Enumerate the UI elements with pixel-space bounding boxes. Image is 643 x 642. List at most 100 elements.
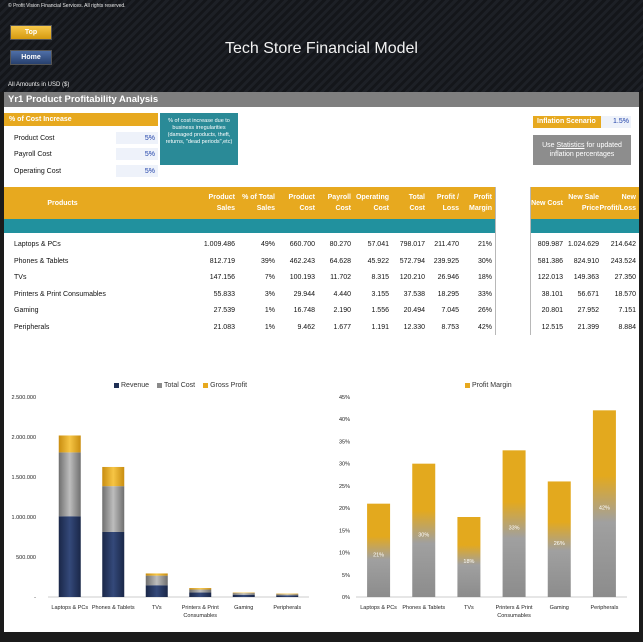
- statistics-link[interactable]: Statistics: [556, 142, 585, 149]
- col-header-pcost: Product Cost: [288, 194, 315, 212]
- cell-pct: 1%: [264, 323, 275, 331]
- x-tick-label: Consumables: [497, 613, 531, 619]
- cell-newcost: 20.801: [541, 307, 563, 314]
- cell-newcost: 122.013: [537, 274, 563, 281]
- x-tick-label: TVs: [464, 605, 474, 611]
- col-header-margin: Profit Margin: [469, 194, 492, 212]
- cell-opcost: 8.315: [371, 274, 389, 281]
- data-label: 26%: [554, 541, 565, 547]
- cell-newcost: 38.101: [541, 290, 563, 298]
- col-header-newprice: New Sale Price: [568, 194, 599, 212]
- cell-total: 120.210: [399, 274, 425, 281]
- worksheet: Yr1 Product Profitability Analysis % of …: [4, 92, 639, 632]
- table-side-header: New Cost New Sale Price New Profit/Loss: [530, 187, 639, 219]
- cell-sales: 812.719: [209, 257, 235, 265]
- y-tick-label: 0%: [342, 595, 350, 601]
- bar-total-cost: [102, 486, 125, 532]
- col-header-total: Total Cost: [408, 194, 425, 212]
- cell-pcost: 29.944: [293, 290, 315, 298]
- cell-newprice: 1.024.629: [567, 241, 599, 248]
- legend-swatch-revenue: [114, 382, 119, 388]
- bar-revenue: [102, 531, 125, 597]
- cell-pcost: 660.700: [289, 241, 315, 248]
- statistics-button[interactable]: Use Statistics for updated inflation per…: [533, 135, 631, 165]
- cell-newprofit: 18.570: [614, 290, 636, 298]
- cost-input[interactable]: 5%: [116, 148, 158, 160]
- table-row: TVs 147.156 7% 100.193 11.702 8.315 120.210 26.…: [4, 270, 639, 286]
- cell-opcost: 1.191: [371, 323, 389, 331]
- y-tick-label: 5%: [342, 573, 350, 579]
- header-banner: © Profit Vision Financial Services. All …: [0, 0, 643, 92]
- legend-swatch-profit-margin: [465, 382, 470, 388]
- cell-profit: 211.470: [434, 241, 459, 248]
- cell-newcost: 809.987: [537, 241, 563, 248]
- cell-margin: 26%: [477, 307, 492, 314]
- y-tick-label: 10%: [339, 551, 350, 557]
- col-header-payroll: Payroll Cost: [327, 194, 351, 212]
- cell-pcost: 462.243: [289, 257, 315, 265]
- x-tick-label: Printers & Print: [496, 605, 533, 611]
- cell-margin: 33%: [477, 290, 492, 298]
- cell-margin: 18%: [477, 274, 492, 281]
- cell-total: 798.017: [399, 241, 425, 248]
- cell-newprice: 824.910: [573, 257, 599, 265]
- col-header-products: Products: [47, 199, 78, 207]
- cell-margin: 42%: [477, 323, 492, 331]
- table-side-divider: [530, 219, 639, 233]
- cost-row-label: Payroll Cost: [14, 151, 52, 158]
- bar-revenue: [276, 595, 299, 597]
- y-tick-label: 25%: [339, 484, 350, 490]
- y-tick-label: -: [34, 595, 36, 601]
- cell-newprofit: 214.642: [610, 241, 636, 248]
- cell-margin: 30%: [477, 257, 492, 265]
- table-row: Phones & Tablets 812.719 39% 462.243 64.628 4…: [4, 254, 639, 270]
- cell-total: 12.330: [403, 323, 425, 331]
- cell-product: TVs: [14, 274, 27, 281]
- home-button[interactable]: Home: [10, 50, 52, 65]
- bar-total-cost: [276, 594, 299, 596]
- legend-swatch-total-cost: [156, 382, 162, 388]
- col-header-profit: Profit / Loss: [436, 194, 459, 212]
- x-tick-label: Peripherals: [273, 605, 301, 611]
- bar-profit-margin: [457, 517, 481, 597]
- bar-profit-margin: [412, 463, 436, 597]
- cell-product: Laptops & PCs: [14, 241, 61, 248]
- table-divider: [4, 219, 495, 233]
- cell-sales: 27.539: [213, 307, 235, 314]
- cell-pcost: 100.193: [289, 274, 315, 281]
- cell-payroll: 4.440: [333, 290, 351, 298]
- cell-profit: 26.946: [437, 274, 459, 281]
- cell-payroll: 80.270: [329, 241, 351, 248]
- col-header-sales: Product Sales: [208, 194, 235, 212]
- cell-newcost: 581.386: [537, 257, 563, 265]
- bar-gross-profit: [232, 592, 255, 594]
- y-tick-label: 35%: [339, 439, 350, 445]
- cell-pct: 3%: [264, 290, 275, 298]
- data-label: 18%: [463, 559, 474, 565]
- x-tick-label: Phones & Tablets: [92, 605, 135, 611]
- bar-gross-profit: [145, 573, 168, 576]
- bar-total-cost: [145, 575, 168, 586]
- cell-total: 572.794: [399, 257, 425, 265]
- cell-newcost: 12.515: [541, 323, 563, 331]
- cell-newprofit: 243.524: [610, 257, 636, 265]
- cell-sales: 1.009.486: [203, 241, 235, 248]
- cell-opcost: 3.155: [371, 290, 389, 298]
- statistics-button-suffix: for updated inflation percentages: [549, 142, 622, 158]
- cell-newprice: 149.363: [573, 274, 599, 281]
- top-button[interactable]: Top: [10, 25, 52, 40]
- inflation-input[interactable]: 1.5%: [601, 116, 631, 128]
- cost-input[interactable]: 5%: [116, 132, 158, 144]
- bar-total-cost: [232, 593, 255, 595]
- bar-gross-profit: [189, 588, 212, 590]
- table-row: Peripherals 21.083 1% 9.462 1.677 1.191 12.330…: [4, 320, 639, 336]
- bar-revenue: [232, 594, 255, 597]
- x-tick-label: Gaming: [550, 605, 569, 611]
- cost-input[interactable]: 5%: [116, 165, 158, 177]
- table-row: Gaming 27.539 1% 16.748 2.190 1.556 20.494 7.04…: [4, 303, 639, 319]
- copyright-text: © Profit Vision Financial Services. All …: [8, 3, 126, 9]
- cell-pcost: 16.748: [293, 307, 315, 314]
- cell-newprofit: 8.884: [618, 323, 636, 331]
- bar-gross-profit: [58, 435, 81, 453]
- legend-label-gross-profit: Gross Profit: [210, 382, 248, 389]
